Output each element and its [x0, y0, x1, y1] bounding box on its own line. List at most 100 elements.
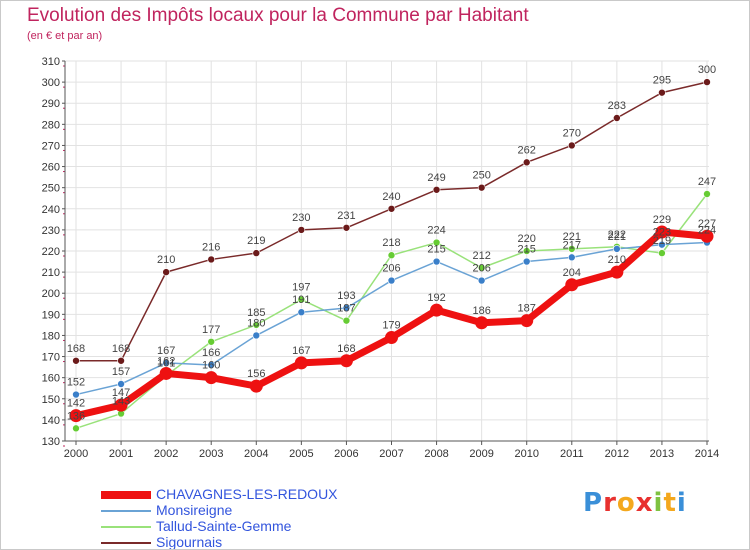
data-label: 177 [202, 324, 220, 336]
data-label: 157 [112, 366, 130, 378]
data-label: 223 [653, 227, 671, 239]
data-label: 210 [157, 254, 175, 266]
data-label: 204 [563, 267, 581, 279]
data-point [700, 229, 714, 243]
data-point [342, 304, 351, 312]
y-tick-label: 250 [42, 183, 60, 195]
data-label: 250 [472, 170, 490, 182]
x-tick-label: 2003 [199, 448, 223, 460]
data-point [703, 78, 711, 86]
y-tick-label: 270 [42, 140, 60, 152]
x-tick-label: 2002 [154, 448, 178, 460]
data-label: 283 [608, 100, 626, 112]
data-point [249, 379, 263, 393]
data-label: 224 [427, 225, 445, 237]
data-point [387, 251, 396, 260]
data-label: 212 [472, 250, 490, 262]
data-point [432, 257, 441, 266]
legend-label: Sigournais [156, 534, 223, 550]
axes: 130 140 150 160 170 180 190 200 210 220 230 240 250 2… [42, 56, 720, 460]
data-label: 166 [202, 347, 220, 359]
legend-label: Monsireigne [156, 502, 233, 518]
y-tick-label: 310 [42, 56, 60, 68]
y-tick-label: 280 [42, 119, 60, 131]
data-point [613, 114, 621, 122]
y-tick-label: 200 [42, 288, 60, 300]
data-label: 167 [157, 345, 175, 357]
y-tick-label: 130 [42, 436, 60, 448]
data-point [207, 361, 216, 369]
chart-subtitle: (en € et par an) [27, 30, 103, 42]
data-point [342, 223, 351, 232]
data-point [475, 316, 489, 330]
y-tick-label: 290 [42, 98, 60, 110]
data-label: 215 [518, 244, 536, 256]
data-point [72, 356, 80, 365]
legend-swatch [101, 542, 151, 544]
data-point [294, 356, 308, 370]
data-label: 230 [292, 212, 310, 224]
data-label: 224 [698, 225, 716, 237]
proxiti-logo: Proxiti [583, 488, 687, 518]
data-point [432, 185, 441, 194]
data-label: 180 [247, 317, 265, 329]
x-tick-label: 2011 [560, 448, 584, 460]
data-label: 240 [382, 191, 400, 203]
data-point [117, 380, 125, 388]
data-label: 270 [563, 127, 581, 139]
x-tick-label: 2013 [650, 448, 674, 460]
legend-swatch [101, 491, 151, 499]
data-point [567, 141, 576, 150]
data-label: 206 [472, 263, 490, 275]
data-label: 222 [608, 229, 626, 241]
data-point [297, 226, 306, 234]
data-point [387, 276, 396, 285]
data-label: 295 [653, 75, 671, 87]
x-tick-label: 2007 [379, 448, 403, 460]
data-point [207, 255, 216, 264]
y-tick-label: 240 [42, 204, 60, 216]
x-tick-label: 2014 [695, 448, 719, 460]
data-point [565, 278, 579, 292]
data-label: 143 [112, 396, 130, 408]
data-label: 262 [518, 144, 536, 156]
data-point [252, 249, 261, 257]
y-tick-label: 170 [42, 352, 60, 364]
x-tick-label: 2000 [64, 448, 88, 460]
chart-title: Evolution des Impôts locaux pour la Comm… [27, 5, 529, 26]
legend-swatch [101, 526, 151, 528]
data-point [522, 247, 531, 255]
data-label: 231 [337, 210, 355, 222]
data-label: 215 [427, 244, 445, 256]
data-label: 249 [427, 172, 445, 184]
data-point [567, 245, 576, 253]
data-point [567, 253, 576, 262]
data-point [658, 249, 666, 257]
y-tick-label: 190 [42, 309, 60, 321]
data-point [69, 409, 83, 423]
data-label: 185 [247, 307, 265, 319]
series-lines [69, 78, 714, 433]
data-label: 168 [337, 343, 355, 355]
data-point [658, 88, 666, 97]
x-tick-label: 2006 [334, 448, 358, 460]
y-tick-label: 160 [42, 373, 60, 385]
data-point [297, 295, 306, 304]
y-tick-label: 260 [42, 162, 60, 174]
data-label: 300 [698, 64, 716, 76]
data-label: 162 [157, 355, 175, 367]
data-point [204, 371, 218, 385]
data-label: 156 [247, 368, 265, 380]
data-point [520, 314, 534, 328]
data-point [297, 308, 306, 317]
data-point [162, 359, 170, 367]
data-point [72, 424, 80, 433]
data-label: 192 [427, 292, 445, 304]
data-label: 147 [112, 387, 130, 399]
y-tick-label: 300 [42, 77, 60, 89]
data-label: 142 [67, 398, 85, 410]
data-point [613, 245, 621, 253]
data-point [117, 356, 125, 365]
legend-label: CHAVAGNES-LES-REDOUX [156, 486, 338, 502]
